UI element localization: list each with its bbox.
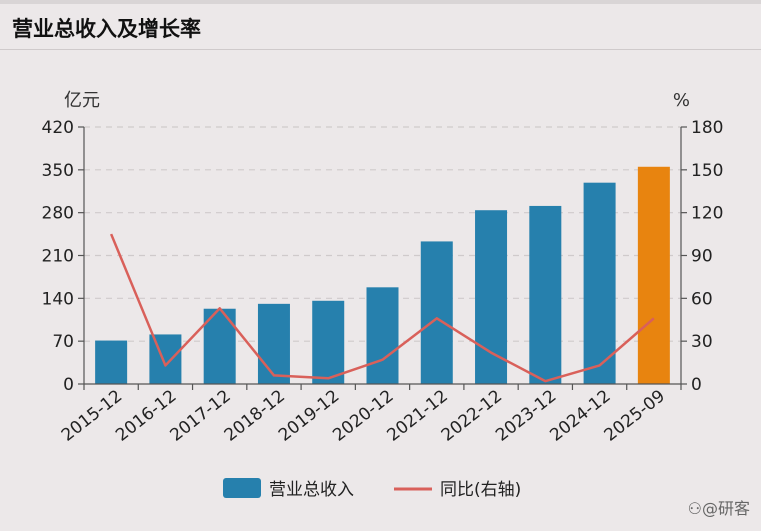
right-tick-label: 150: [691, 161, 723, 181]
left-tick-label: 140: [42, 289, 74, 309]
x-tick-label: 2018-12: [221, 386, 289, 445]
right-axis-unit: %: [673, 90, 690, 111]
left-tick-label: 350: [42, 161, 74, 181]
x-tick-label: 2023-12: [492, 386, 560, 445]
left-tick-label: 70: [52, 332, 74, 352]
bar: [366, 287, 399, 384]
right-tick-label: 120: [691, 204, 723, 224]
legend-label-line: 同比(右轴): [440, 480, 521, 500]
x-tick-label: 2020-12: [329, 386, 397, 445]
title-bar: 营业总收入及增长率: [0, 0, 761, 50]
x-tick-label: 2017-12: [166, 386, 234, 445]
x-tick-label: 2019-12: [275, 386, 343, 445]
bar: [312, 300, 345, 384]
right-tick-label: 0: [691, 375, 702, 395]
left-tick-label: 210: [42, 247, 74, 267]
top-border: [0, 0, 761, 4]
watermark: ⚇@研客: [688, 499, 750, 518]
left-tick-label: 280: [42, 204, 74, 224]
right-tick-label: 90: [691, 247, 713, 267]
bar: [637, 166, 670, 384]
left-axis-unit: 亿元: [64, 90, 100, 111]
bar: [257, 303, 290, 384]
bar: [583, 182, 616, 384]
x-tick-label: 2025-09: [601, 386, 669, 445]
legend-label-bar: 营业总收入: [269, 480, 354, 500]
x-tick-label: 2021-12: [384, 386, 452, 445]
bar: [475, 210, 508, 384]
bar: [529, 205, 562, 384]
line-series: [109, 233, 655, 383]
bar: [149, 334, 182, 384]
x-tick-label: 2015-12: [58, 386, 126, 445]
legend: 营业总收入 同比(右轴): [223, 478, 521, 500]
legend-swatch-bar: [223, 478, 261, 498]
bar: [95, 340, 128, 384]
right-tick-label: 60: [691, 289, 713, 309]
right-tick-label: 180: [691, 118, 723, 138]
left-tick-label: 0: [63, 375, 74, 395]
right-tick-label: 30: [691, 332, 713, 352]
left-tick-label: 420: [42, 118, 74, 138]
grid-lines: [84, 126, 681, 342]
growth-line: [109, 233, 655, 383]
chart-title: 营业总收入及增长率: [12, 17, 201, 41]
x-tick-label: 2024-12: [546, 386, 614, 445]
x-tick-label: 2022-12: [438, 386, 506, 445]
bar: [420, 241, 453, 384]
axes: 0 70 140 210 280 350 420 0 30 60 90 120 150 180 2015-1…: [42, 90, 724, 446]
bar-series: [95, 166, 670, 384]
x-tick-label: 2016-12: [112, 386, 180, 445]
